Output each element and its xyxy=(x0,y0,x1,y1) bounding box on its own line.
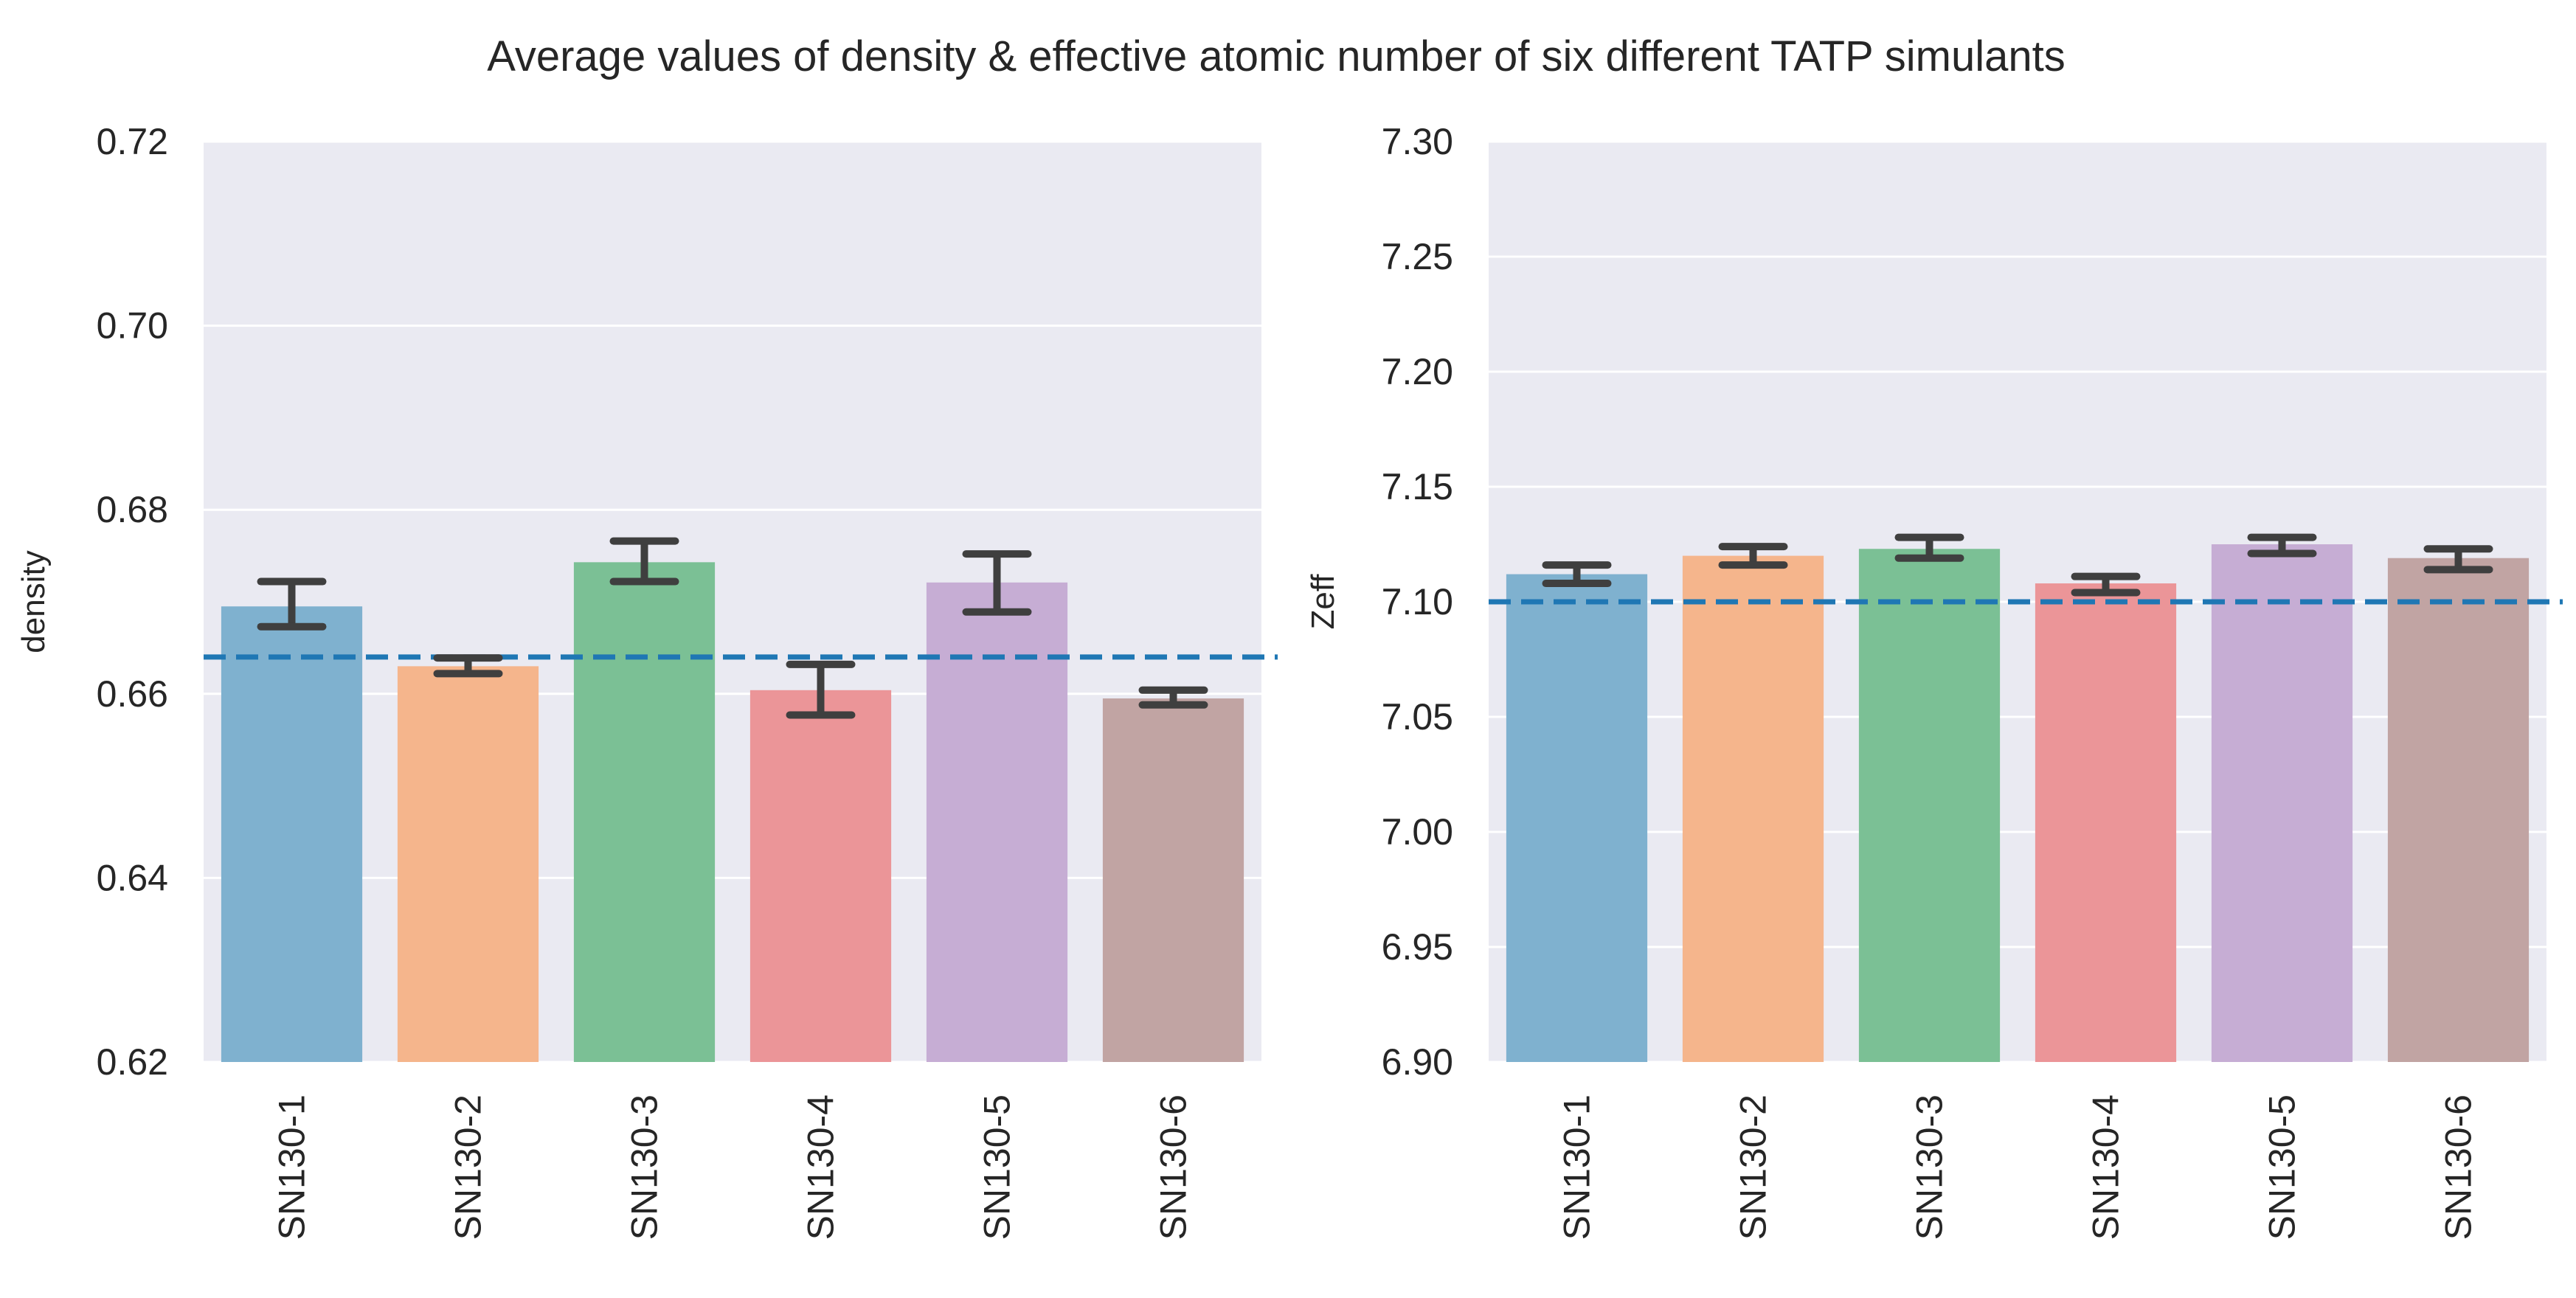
bar xyxy=(221,606,363,1062)
x-tick-label: SN130-1 xyxy=(1557,1094,1598,1240)
x-tick-label: SN130-2 xyxy=(1733,1094,1774,1240)
density-panel: 0.62 0.64 0.66 0.68 0.70 0.72 density SN130-1 SN… xyxy=(15,121,1278,1240)
y-tick-label: 6.95 xyxy=(1382,926,1453,968)
y-axis-label: Zeff xyxy=(1305,574,1341,630)
bar xyxy=(1102,698,1244,1062)
bar xyxy=(749,690,892,1062)
x-tick-label: SN130-5 xyxy=(977,1094,1018,1240)
figure-title: Average values of density & effective at… xyxy=(487,32,2066,80)
y-tick-label: 0.72 xyxy=(97,121,168,162)
x-tick-label: SN130-3 xyxy=(1909,1094,1950,1240)
y-axis-label: density xyxy=(15,550,52,653)
bar xyxy=(2035,583,2177,1062)
x-tick-label: SN130-1 xyxy=(271,1094,313,1240)
y-tick-label: 7.20 xyxy=(1382,351,1453,392)
y-tick-label: 0.66 xyxy=(97,673,168,715)
y-tick-label: 7.10 xyxy=(1382,581,1453,622)
y-tick-label: 0.62 xyxy=(97,1041,168,1083)
x-tick-label: SN130-6 xyxy=(2438,1094,2479,1240)
bar xyxy=(397,666,539,1062)
bar xyxy=(1682,555,1824,1062)
zeff-panel: 6.90 6.95 7.00 7.05 7.10 7.15 7.20 7.25 7.30 Zeff… xyxy=(1305,121,2563,1240)
y-tick-label: 0.70 xyxy=(97,305,168,347)
y-tick-label: 0.64 xyxy=(97,857,168,898)
y-tick-label: 6.90 xyxy=(1382,1041,1453,1083)
bar xyxy=(573,562,716,1062)
bar xyxy=(2211,544,2353,1062)
y-tick-label: 0.68 xyxy=(97,489,168,530)
x-tick-label: SN130-4 xyxy=(800,1094,842,1240)
x-tick-label: SN130-5 xyxy=(2262,1094,2303,1240)
y-tick-label: 7.30 xyxy=(1382,121,1453,162)
x-tick-label: SN130-3 xyxy=(624,1094,665,1240)
bar xyxy=(1858,549,2001,1062)
plot-area xyxy=(204,142,1261,1062)
x-tick-label: SN130-4 xyxy=(2085,1094,2127,1240)
bar xyxy=(1506,574,1648,1062)
x-tick-label: SN130-6 xyxy=(1153,1094,1194,1240)
y-tick-label: 7.05 xyxy=(1382,696,1453,738)
x-tick-label: SN130-2 xyxy=(448,1094,489,1240)
y-tick-label: 7.25 xyxy=(1382,236,1453,277)
y-tick-label: 7.15 xyxy=(1382,466,1453,507)
bar xyxy=(2387,558,2530,1062)
bar xyxy=(926,582,1068,1062)
y-tick-label: 7.00 xyxy=(1382,811,1453,853)
